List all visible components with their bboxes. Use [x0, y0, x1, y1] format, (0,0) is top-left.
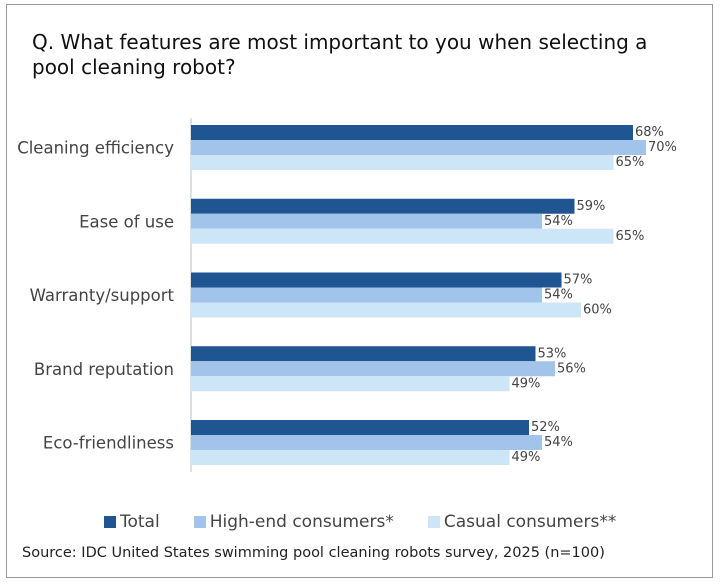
- legend-swatch-casual: [427, 516, 440, 528]
- legend-item-casual: Casual consumers**: [427, 512, 617, 532]
- data-label-eco-friendliness-series-2: 49%: [512, 450, 541, 465]
- legend-swatch-high-end: [193, 516, 206, 528]
- source-note: Source: IDC United States swimming pool …: [22, 545, 605, 561]
- category-label-cleaning-efficiency: Cleaning efficiency: [17, 139, 174, 158]
- legend-item-total: Total: [104, 512, 160, 532]
- data-label-ease-of-use-series-0: 59%: [577, 199, 606, 214]
- bar-warranty-support-series-1: [191, 287, 542, 303]
- category-label-warranty-support: Warranty/support: [30, 286, 175, 305]
- legend: Total High-end consumers* Casual consume…: [104, 510, 616, 534]
- legend-label-total: Total: [120, 512, 160, 532]
- bar-ease-of-use-series-2: [191, 228, 614, 244]
- bar-eco-friendliness-series-2: [191, 450, 510, 465]
- bar-brand-reputation-series-1: [191, 361, 555, 377]
- data-label-warranty-support-series-0: 57%: [564, 273, 593, 288]
- data-label-cleaning-efficiency-series-2: 65%: [616, 155, 645, 170]
- bar-warranty-support-series-2: [191, 302, 581, 318]
- bar-cleaning-efficiency-series-1: [191, 140, 646, 155]
- category-label-ease-of-use: Ease of use: [79, 212, 174, 231]
- data-label-warranty-support-series-2: 60%: [583, 303, 612, 318]
- category-label-eco-friendliness: Eco-friendliness: [43, 434, 174, 453]
- bar-ease-of-use-series-0: [191, 198, 575, 214]
- data-label-eco-friendliness-series-1: 54%: [544, 435, 573, 450]
- bar-eco-friendliness-series-1: [191, 435, 542, 450]
- legend-item-high-end: High-end consumers*: [193, 512, 394, 532]
- data-label-ease-of-use-series-1: 54%: [544, 214, 573, 229]
- data-label-cleaning-efficiency-series-0: 68%: [635, 125, 664, 140]
- legend-label-high-end: High-end consumers*: [209, 512, 394, 532]
- data-label-ease-of-use-series-2: 65%: [616, 229, 645, 244]
- bar-ease-of-use-series-1: [191, 213, 542, 229]
- chart-title: Q. What features are most important to y…: [32, 30, 648, 79]
- bar-brand-reputation-series-2: [191, 376, 510, 392]
- bar-eco-friendliness-series-0: [191, 420, 529, 435]
- legend-label-casual: Casual consumers**: [443, 512, 617, 532]
- bar-cleaning-efficiency-series-2: [191, 155, 614, 170]
- data-label-brand-reputation-series-1: 56%: [557, 361, 586, 376]
- data-label-warranty-support-series-1: 54%: [544, 288, 573, 303]
- data-label-brand-reputation-series-0: 53%: [538, 346, 567, 361]
- data-label-brand-reputation-series-2: 49%: [512, 376, 541, 391]
- category-label-brand-reputation: Brand reputation: [34, 360, 174, 379]
- data-label-eco-friendliness-series-0: 52%: [531, 420, 560, 435]
- bar-brand-reputation-series-0: [191, 346, 536, 362]
- legend-swatch-total: [104, 516, 116, 528]
- bar-cleaning-efficiency-series-0: [191, 125, 633, 140]
- bar-warranty-support-series-0: [191, 272, 562, 288]
- data-label-cleaning-efficiency-series-1: 70%: [648, 140, 677, 155]
